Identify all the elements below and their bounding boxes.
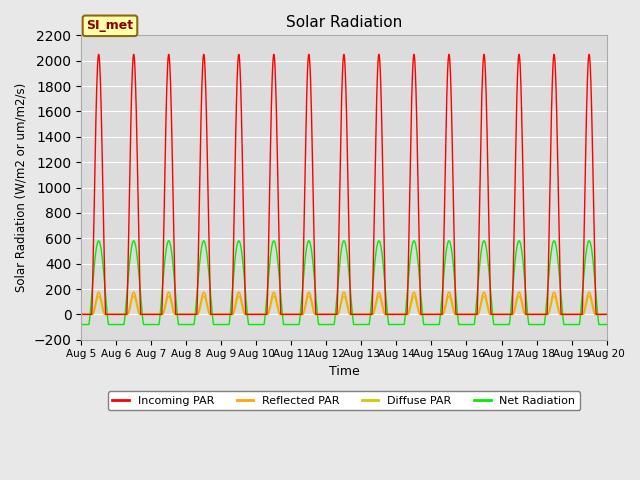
- Incoming PAR: [492, 312, 499, 317]
- Reflected PAR: [77, 312, 85, 317]
- Reflected PAR: [324, 312, 332, 317]
- Net Radiation: [77, 322, 85, 327]
- Reflected PAR: [172, 312, 180, 317]
- Diffuse PAR: [324, 312, 332, 317]
- Reflected PAR: [461, 312, 469, 317]
- Title: Solar Radiation: Solar Radiation: [286, 15, 402, 30]
- Line: Reflected PAR: Reflected PAR: [81, 292, 607, 314]
- Reflected PAR: [602, 312, 610, 317]
- Net Radiation: [492, 322, 499, 327]
- Net Radiation: [433, 322, 440, 327]
- Reflected PAR: [95, 289, 102, 295]
- Line: Diffuse PAR: Diffuse PAR: [81, 296, 607, 314]
- Net Radiation: [95, 238, 102, 244]
- Incoming PAR: [172, 311, 180, 317]
- Incoming PAR: [602, 312, 610, 317]
- Incoming PAR: [95, 51, 102, 57]
- Legend: Incoming PAR, Reflected PAR, Diffuse PAR, Net Radiation: Incoming PAR, Reflected PAR, Diffuse PAR…: [108, 391, 580, 410]
- Y-axis label: Solar Radiation (W/m2 or um/m2/s): Solar Radiation (W/m2 or um/m2/s): [15, 83, 28, 292]
- Diffuse PAR: [492, 312, 499, 317]
- Net Radiation: [461, 322, 469, 327]
- Net Radiation: [172, 293, 180, 299]
- Net Radiation: [603, 322, 611, 327]
- Line: Net Radiation: Net Radiation: [81, 241, 607, 324]
- Incoming PAR: [461, 312, 469, 317]
- Incoming PAR: [77, 312, 85, 317]
- Incoming PAR: [603, 312, 611, 317]
- Text: SI_met: SI_met: [86, 19, 134, 32]
- Net Radiation: [324, 322, 332, 327]
- Diffuse PAR: [603, 312, 611, 317]
- Incoming PAR: [324, 312, 332, 317]
- Reflected PAR: [433, 312, 440, 317]
- Line: Incoming PAR: Incoming PAR: [81, 54, 607, 314]
- Diffuse PAR: [433, 312, 440, 317]
- Diffuse PAR: [95, 293, 102, 299]
- Diffuse PAR: [602, 312, 610, 317]
- Reflected PAR: [492, 312, 499, 317]
- Reflected PAR: [603, 312, 611, 317]
- Diffuse PAR: [461, 312, 469, 317]
- Diffuse PAR: [77, 312, 85, 317]
- Diffuse PAR: [172, 312, 180, 317]
- Incoming PAR: [433, 312, 440, 317]
- X-axis label: Time: Time: [328, 365, 359, 378]
- Net Radiation: [602, 322, 610, 327]
